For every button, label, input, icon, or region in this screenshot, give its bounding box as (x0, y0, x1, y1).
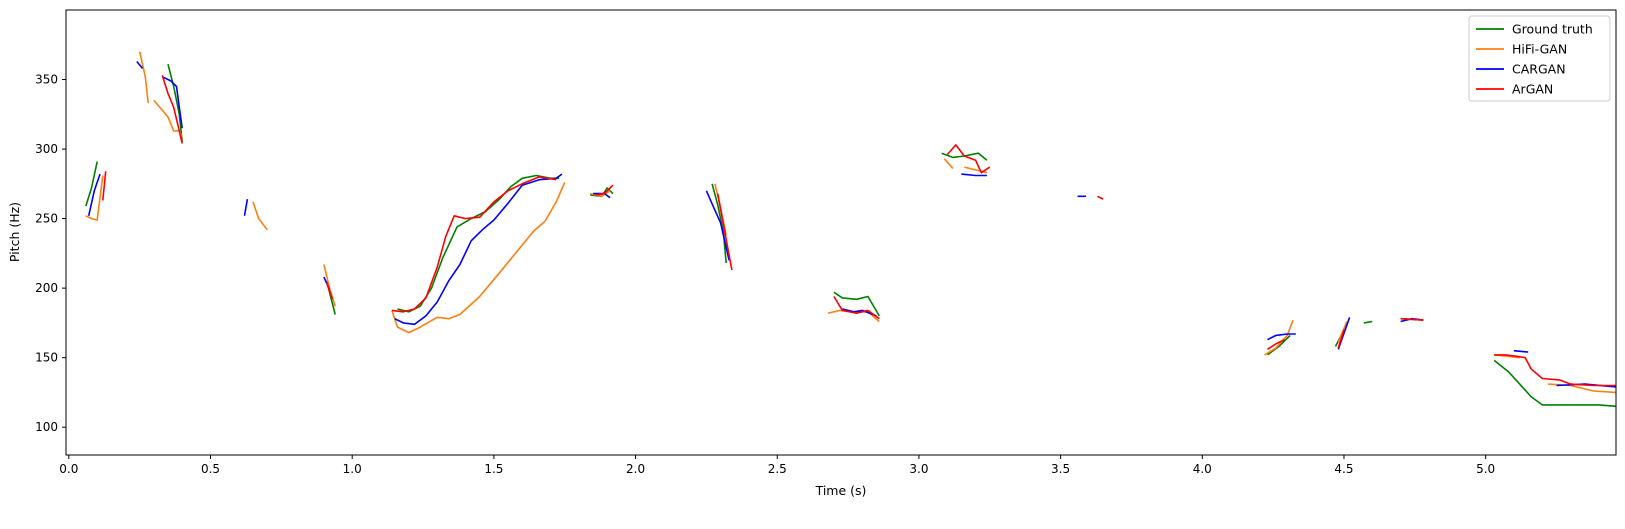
series-line-segment (1097, 195, 1104, 200)
x-tick-label: 1.0 (343, 462, 362, 476)
series-line-segment (1267, 333, 1296, 341)
series-line-segment (323, 264, 336, 307)
series-argan (102, 75, 1616, 387)
y-tick-label: 250 (35, 212, 58, 226)
y-tick-label: 350 (35, 73, 58, 87)
series-line-segment (87, 173, 101, 216)
series-line-segment (102, 171, 107, 201)
legend-label: HiFi-GAN (1512, 42, 1567, 57)
series-line-segment (243, 198, 249, 216)
y-axis-label: Pitch (Hz) (7, 202, 22, 262)
x-tick-label: 3.0 (909, 462, 928, 476)
legend: Ground truth HiFi-GAN CARGAN ArGAN (1468, 15, 1611, 102)
x-axis-label: Time (s) (815, 483, 867, 498)
series-line-segment (943, 158, 954, 170)
plot-frame (65, 9, 1617, 456)
series-line-segment (161, 75, 183, 144)
series-line-segment (833, 296, 880, 320)
y-tick-label: 300 (35, 142, 58, 156)
series-line-segment (325, 282, 334, 300)
x-tick-label: 5.0 (1476, 462, 1495, 476)
series-line-segment (961, 173, 987, 177)
series-line-segment (595, 184, 614, 196)
x-tick-label: 4.5 (1334, 462, 1353, 476)
series-line-segment (1494, 354, 1616, 387)
x-tick-label: 3.5 (1051, 462, 1070, 476)
series-line-segment (391, 182, 566, 334)
x-tick-label: 0.5 (201, 462, 220, 476)
series-line-segment (161, 76, 183, 129)
x-tick-label: 2.5 (768, 462, 787, 476)
series-line-segment (167, 64, 183, 143)
legend-label: ArGAN (1512, 82, 1553, 97)
series-line-segment (705, 190, 730, 261)
series-line-segment (394, 173, 563, 326)
series-cargan (87, 60, 1617, 388)
legend-label: CARGAN (1512, 62, 1566, 77)
y-tick-label: 150 (35, 351, 58, 365)
y-tick-label: 200 (35, 281, 58, 295)
x-axis-ticks: 0.0 0.5 1.0 1.5 2.0 2.5 3.0 3.5 4.0 4.5 5.0 (59, 455, 1495, 476)
series-layer (85, 51, 1617, 408)
x-tick-label: 1.5 (484, 462, 503, 476)
x-tick-label: 0.0 (59, 462, 78, 476)
series-line-segment (1363, 320, 1373, 324)
series-line-segment (252, 201, 268, 231)
series-ground-truth (85, 64, 1617, 408)
x-tick-label: 2.0 (626, 462, 645, 476)
series-line-segment (1267, 338, 1285, 350)
y-axis-ticks: 100 150 200 250 300 350 (35, 73, 66, 434)
series-line-segment (397, 174, 560, 313)
y-tick-label: 100 (35, 420, 58, 434)
series-line-segment (85, 161, 98, 207)
series-line-segment (590, 190, 611, 198)
series-line-segment (716, 193, 733, 271)
series-line-segment (1493, 359, 1617, 408)
series-line-segment (391, 176, 557, 313)
series-line-segment (833, 291, 880, 317)
series-line-segment (1513, 349, 1529, 353)
series-line-segment (85, 175, 104, 221)
series-line-segment (138, 51, 149, 104)
series-line-segment (711, 183, 727, 264)
series-hifi-gan (85, 51, 1617, 394)
series-line-segment (136, 60, 144, 69)
x-tick-label: 4.0 (1193, 462, 1212, 476)
series-line-segment (842, 308, 877, 317)
legend-label: Ground truth (1512, 22, 1593, 37)
series-line-segment (1267, 334, 1291, 356)
series-line-segment (1337, 329, 1345, 349)
series-line-segment (946, 144, 991, 174)
legend-box (1468, 15, 1611, 102)
series-line-segment (1400, 317, 1424, 321)
